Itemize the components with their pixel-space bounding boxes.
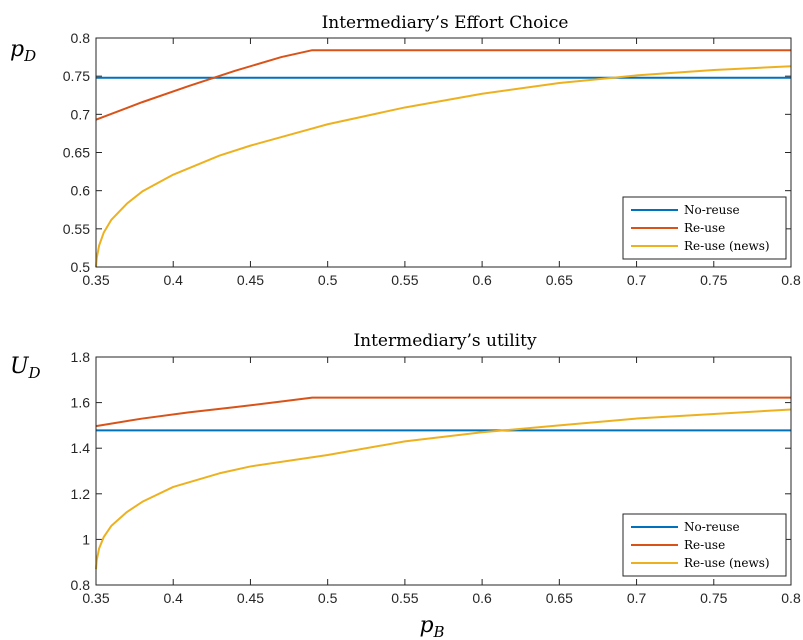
x-tick-label: 0.5 (318, 272, 338, 288)
series-line-re-use (95, 49, 791, 121)
chart-utility: Intermediary’s utility UD pB 0.35 0.4 0.45… (10, 331, 801, 640)
y-tick-label: 0.55 (63, 221, 90, 237)
axes-box (95, 37, 792, 268)
y-tick-label: 0.8 (71, 30, 91, 46)
legend-label-no-reuse: No-reuse (684, 203, 740, 217)
series-lines (95, 396, 792, 570)
x-tick-label: 0.55 (391, 590, 418, 606)
legend-label-re-use: Re-use (684, 538, 725, 552)
y-tick-label: 1 (82, 531, 90, 547)
x-tick-label: 0.65 (546, 590, 573, 606)
series-line-re-use-news (95, 408, 792, 570)
x-tick-label: 0.55 (391, 272, 418, 288)
series-line-re-use-news (95, 65, 792, 268)
y-tick-label: 1.4 (71, 440, 91, 456)
x-tick-label: 0.6 (472, 272, 492, 288)
x-tick-label: 0.8 (781, 272, 801, 288)
y-axis-label: UD (10, 354, 41, 382)
y-axis-label: pD (10, 37, 36, 65)
y-tick-label: 0.5 (71, 259, 91, 275)
y-tick-label: 0.75 (63, 68, 90, 84)
legend: No-reuse Re-use Re-use (news) (622, 196, 787, 260)
legend-label-no-reuse: No-reuse (684, 520, 740, 534)
series-line-re-use (95, 396, 791, 428)
x-tick-label: 0.7 (627, 272, 647, 288)
y-tick-label: 1.8 (71, 349, 91, 365)
x-tick-label: 0.75 (700, 590, 727, 606)
series-lines (95, 49, 792, 268)
x-tick-label: 0.75 (700, 272, 727, 288)
y-tick-label: 0.65 (63, 145, 90, 161)
y-tick-label: 0.8 (71, 577, 91, 593)
x-tick-label: 0.4 (163, 272, 183, 288)
legend-label-re-use: Re-use (684, 221, 725, 235)
y-tick-label: 1.6 (71, 395, 91, 411)
x-tick-label: 0.8 (781, 590, 801, 606)
y-tick-label: 1.2 (71, 486, 91, 502)
chart-title: Intermediary’s utility (353, 331, 537, 351)
legend-label-re-use-news: Re-use (news) (684, 556, 770, 570)
ticks: 0.35 0.4 0.45 0.5 0.55 0.6 0.65 0.7 0.75 0.8 0.5 0.… (63, 30, 801, 288)
x-tick-label: 0.4 (163, 590, 183, 606)
x-tick-label: 0.45 (237, 272, 264, 288)
chart-effort-choice: Intermediary’s Effort Choice pD 0.35 0.4 0… (10, 13, 801, 288)
x-tick-label: 0.65 (546, 272, 573, 288)
ticks: 0.35 0.4 0.45 0.5 0.55 0.6 0.65 0.7 0.75 0.8 0.8 1 1… (71, 349, 801, 606)
y-tick-label: 0.6 (71, 183, 91, 199)
x-tick-label: 0.35 (82, 272, 109, 288)
x-tick-label: 0.6 (472, 590, 492, 606)
x-tick-label: 0.7 (627, 590, 647, 606)
x-axis-label: pB (419, 613, 444, 640)
y-tick-label: 0.7 (71, 106, 91, 122)
x-tick-label: 0.45 (237, 590, 264, 606)
x-tick-label: 0.5 (318, 590, 338, 606)
chart-title: Intermediary’s Effort Choice (322, 13, 569, 33)
legend: No-reuse Re-use Re-use (news) (622, 513, 787, 577)
x-tick-label: 0.35 (82, 590, 109, 606)
legend-label-re-use-news: Re-use (news) (684, 239, 770, 253)
axes-box (95, 356, 792, 586)
